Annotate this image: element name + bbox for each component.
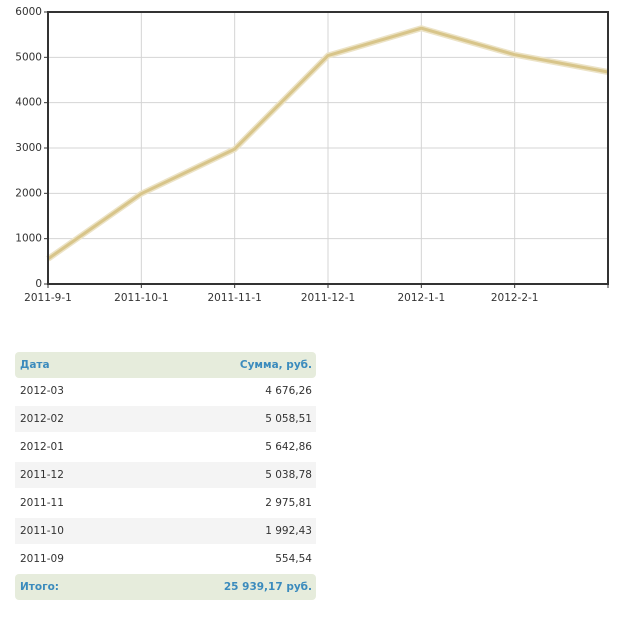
y-tick-label: 3000: [15, 142, 42, 154]
table-cell: 2011-09: [20, 553, 64, 565]
table-cell: Итого:: [20, 581, 59, 593]
x-tick-label: 2012-1-1: [397, 292, 445, 304]
table-cell: 1 992,43: [265, 525, 312, 537]
table-cell: 5 642,86: [265, 441, 312, 453]
table-cell: 2011-11: [20, 497, 64, 509]
table-cell: 2011-10: [20, 525, 64, 537]
table-cell: 5 038,78: [265, 469, 312, 481]
table-cell: 2012-01: [20, 441, 64, 453]
y-tick-label: 2000: [15, 187, 42, 199]
table-row-bg: [15, 546, 316, 572]
y-tick-label: 4000: [15, 97, 42, 109]
table-cell: 2012-03: [20, 385, 64, 397]
table-row-bg: [15, 434, 316, 460]
x-tick-label: 2011-11-1: [207, 292, 261, 304]
table-row-bg: [15, 462, 316, 488]
table-row-bg: [15, 352, 316, 378]
table-cell: Сумма, руб.: [240, 359, 312, 371]
x-tick-label: 2011-10-1: [114, 292, 168, 304]
table-cell: 5 058,51: [265, 413, 312, 425]
table-row-bg: [15, 518, 316, 544]
y-tick-label: 5000: [15, 51, 42, 63]
table-cell: 2 975,81: [265, 497, 312, 509]
y-tick-label: 6000: [15, 6, 42, 18]
line: [47, 26, 609, 261]
x-tick-label: 2011-9-1: [24, 292, 72, 304]
table-row-bg: [15, 378, 316, 404]
y-tick-label: 1000: [15, 233, 42, 245]
table-cell: Дата: [20, 359, 50, 371]
x-tick-label: 2011-12-1: [301, 292, 355, 304]
table-cell: 4 676,26: [265, 385, 312, 397]
table-cell: 2012-02: [20, 413, 64, 425]
table-row-bg: [15, 406, 316, 432]
y-tick-label: 0: [35, 278, 42, 290]
table-cell: 2011-12: [20, 469, 64, 481]
table-row-bg: [15, 490, 316, 516]
plot-frame: [47, 11, 609, 285]
table-row-bg: [15, 574, 316, 600]
table-cell: 25 939,17 руб.: [224, 581, 312, 593]
table-cell: 554,54: [275, 553, 312, 565]
x-tick-label: 2012-2-1: [491, 292, 539, 304]
